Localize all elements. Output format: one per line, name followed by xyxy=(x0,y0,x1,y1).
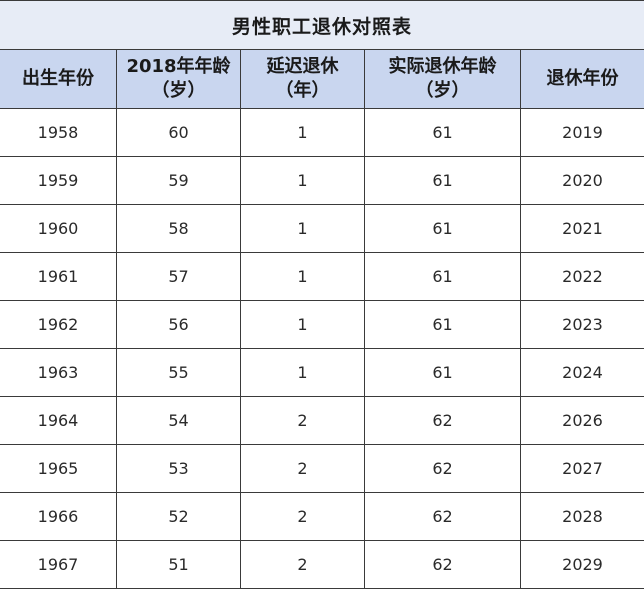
cell-age-2018: 54 xyxy=(116,396,241,445)
table-title: 男性职工退休对照表 xyxy=(0,0,644,50)
header-row: 出生年份 2018年年龄 （岁） 延迟退休 （年） 实际退休年龄 （岁） 退休年… xyxy=(0,49,644,109)
table-row: 1965 53 2 62 2027 xyxy=(0,444,644,493)
header-actual-retire-age: 实际退休年龄 （岁） xyxy=(364,49,521,109)
cell-actual-retire-age: 61 xyxy=(364,156,521,205)
cell-delay-years: 2 xyxy=(240,492,365,541)
cell-retire-year: 2020 xyxy=(520,156,644,205)
cell-actual-retire-age: 61 xyxy=(364,348,521,397)
cell-retire-year: 2024 xyxy=(520,348,644,397)
cell-age-2018: 55 xyxy=(116,348,241,397)
cell-actual-retire-age: 61 xyxy=(364,204,521,253)
header-label: 实际退休年龄 xyxy=(388,56,497,77)
table-row: 1962 56 1 61 2023 xyxy=(0,300,644,349)
header-birth-year: 出生年份 xyxy=(0,49,117,109)
cell-age-2018: 57 xyxy=(116,252,241,301)
header-label: 退休年份 xyxy=(546,68,619,89)
cell-birth-year: 1966 xyxy=(0,492,117,541)
cell-delay-years: 1 xyxy=(240,348,365,397)
cell-birth-year: 1961 xyxy=(0,252,117,301)
header-unit: （岁） xyxy=(151,80,206,101)
header-unit: （年） xyxy=(275,80,330,101)
header-delay-years: 延迟退休 （年） xyxy=(240,49,365,109)
cell-delay-years: 1 xyxy=(240,156,365,205)
cell-birth-year: 1964 xyxy=(0,396,117,445)
table-row: 1960 58 1 61 2021 xyxy=(0,204,644,253)
table-row: 1963 55 1 61 2024 xyxy=(0,348,644,397)
cell-actual-retire-age: 62 xyxy=(364,396,521,445)
cell-age-2018: 51 xyxy=(116,540,241,589)
cell-birth-year: 1967 xyxy=(0,540,117,589)
table-row: 1959 59 1 61 2020 xyxy=(0,156,644,205)
cell-delay-years: 1 xyxy=(240,204,365,253)
table-row: 1964 54 2 62 2026 xyxy=(0,396,644,445)
cell-birth-year: 1963 xyxy=(0,348,117,397)
cell-age-2018: 52 xyxy=(116,492,241,541)
cell-age-2018: 53 xyxy=(116,444,241,493)
cell-retire-year: 2022 xyxy=(520,252,644,301)
cell-actual-retire-age: 61 xyxy=(364,300,521,349)
cell-retire-year: 2028 xyxy=(520,492,644,541)
header-unit: （岁） xyxy=(415,80,470,101)
cell-retire-year: 2027 xyxy=(520,444,644,493)
cell-delay-years: 2 xyxy=(240,540,365,589)
title-row: 男性职工退休对照表 xyxy=(0,0,644,50)
cell-birth-year: 1958 xyxy=(0,108,117,157)
cell-retire-year: 2019 xyxy=(520,108,644,157)
cell-birth-year: 1960 xyxy=(0,204,117,253)
header-retire-year: 退休年份 xyxy=(520,49,644,109)
cell-retire-year: 2021 xyxy=(520,204,644,253)
cell-retire-year: 2029 xyxy=(520,540,644,589)
cell-retire-year: 2023 xyxy=(520,300,644,349)
header-age-2018: 2018年年龄 （岁） xyxy=(116,49,241,109)
cell-retire-year: 2026 xyxy=(520,396,644,445)
cell-birth-year: 1965 xyxy=(0,444,117,493)
cell-delay-years: 1 xyxy=(240,108,365,157)
table-row: 1967 51 2 62 2029 xyxy=(0,540,644,589)
cell-age-2018: 58 xyxy=(116,204,241,253)
cell-actual-retire-age: 62 xyxy=(364,492,521,541)
cell-birth-year: 1962 xyxy=(0,300,117,349)
cell-delay-years: 1 xyxy=(240,300,365,349)
table-row: 1958 60 1 61 2019 xyxy=(0,108,644,157)
cell-delay-years: 1 xyxy=(240,252,365,301)
header-label: 延迟退休 xyxy=(266,56,339,77)
cell-birth-year: 1959 xyxy=(0,156,117,205)
cell-actual-retire-age: 62 xyxy=(364,444,521,493)
cell-actual-retire-age: 62 xyxy=(364,540,521,589)
table-row: 1961 57 1 61 2022 xyxy=(0,252,644,301)
cell-age-2018: 59 xyxy=(116,156,241,205)
cell-actual-retire-age: 61 xyxy=(364,252,521,301)
cell-age-2018: 60 xyxy=(116,108,241,157)
table-row: 1966 52 2 62 2028 xyxy=(0,492,644,541)
header-label: 出生年份 xyxy=(22,68,94,89)
header-label: 2018年年龄 xyxy=(126,56,231,77)
cell-delay-years: 2 xyxy=(240,444,365,493)
cell-delay-years: 2 xyxy=(240,396,365,445)
cell-age-2018: 56 xyxy=(116,300,241,349)
cell-actual-retire-age: 61 xyxy=(364,108,521,157)
